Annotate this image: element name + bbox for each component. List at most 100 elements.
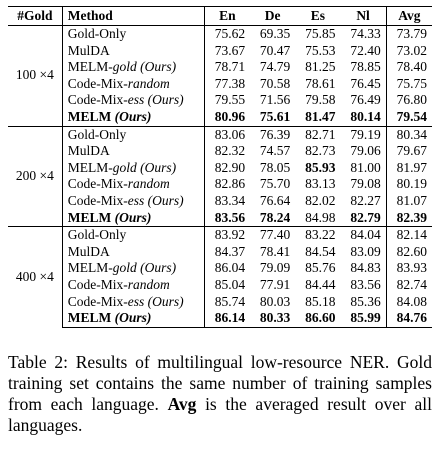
value-cell-nl: 79.08 (340, 176, 387, 193)
method-suffix: (Ours) (136, 260, 177, 276)
method-cell: Code-Mix-ess (Ours) (62, 192, 205, 210)
method-cell: MulDA (62, 42, 205, 60)
method-variant: gold (112, 59, 137, 75)
method-cell: MulDA (62, 143, 205, 160)
table-group: 400 ×4 Gold-Only 83.92 77.40 83.22 84.04 82.14… (8, 226, 432, 328)
value-cell-avg: 82.14 (386, 226, 432, 244)
value-cell-nl: 79.06 (340, 143, 387, 160)
table-row: Code-Mix-ess (Ours) 79.55 71.56 79.58 76.49 7… (8, 92, 432, 109)
method-variant: gold (112, 260, 137, 276)
value-cell-es: 85.93 (305, 159, 336, 175)
value-cell-es: 81.47 (305, 108, 336, 124)
method-name: Code-Mix- (67, 75, 128, 91)
value-cell-de: 74.79 (259, 59, 291, 75)
gold-count-cell: 200 ×4 (8, 125, 63, 227)
value-cell-de: 70.47 (259, 42, 291, 58)
table-row: MELM (Ours) 86.14 80.33 86.60 85.99 84.76 (8, 310, 432, 328)
method-name: MELM- (67, 59, 113, 75)
value-cell-avg: 82.74 (396, 276, 427, 292)
header-es: Es (295, 6, 341, 26)
method-cell: MELM (Ours) (62, 108, 205, 127)
caption-avg-term: Avg (167, 394, 197, 414)
value-cell-avg: 79.67 (396, 143, 427, 159)
value-cell-de: 78.41 (259, 243, 291, 259)
value-cell-es: 78.61 (305, 75, 336, 91)
method-cell: Code-Mix-random (62, 276, 205, 294)
value-cell-avg: 83.93 (396, 260, 427, 276)
value-cell-nl: 72.40 (340, 42, 387, 60)
value-cell-avg: 80.19 (396, 176, 427, 192)
method-name: Code-Mix- (67, 276, 128, 292)
value-cell-es: 82.71 (295, 125, 341, 144)
method-variant: ess (127, 192, 145, 208)
method-name: MulDA (67, 143, 110, 159)
value-cell-avg: 73.79 (396, 26, 427, 41)
method-suffix: (Ours) (136, 159, 177, 175)
table-group: 100 ×4 Gold-Only 75.62 69.35 75.85 74.33 73.79… (8, 25, 432, 127)
value-cell-avg: 82.60 (396, 243, 427, 259)
value-cell-avg: 73.02 (396, 42, 427, 58)
value-cell-nl: 80.14 (340, 108, 387, 127)
value-cell-en: 77.38 (214, 75, 246, 91)
table-row: Code-Mix-random 85.04 77.91 84.44 83.56 82.74 (8, 276, 432, 294)
table-row: MELM-gold (Ours) 86.04 79.09 85.76 84.83 83.9… (8, 260, 432, 277)
value-cell-de: 71.56 (259, 92, 291, 108)
value-cell-es: 84.98 (305, 209, 336, 225)
method-name: MELM (67, 310, 115, 326)
value-cell-de: 76.39 (250, 125, 296, 144)
table-row: Code-Mix-ess (Ours) 85.74 80.03 85.18 85.36 8… (8, 293, 432, 311)
method-variant: random (127, 75, 170, 91)
value-cell-de: 80.03 (259, 293, 291, 309)
value-cell-es: 84.54 (305, 243, 336, 259)
method-name: Code-Mix- (67, 192, 128, 208)
value-cell-es: 82.02 (305, 192, 336, 208)
value-cell-avg: 84.08 (396, 293, 427, 309)
value-cell-de: 74.57 (259, 143, 291, 159)
table-row: MulDA 82.32 74.57 82.73 79.06 79.67 (8, 143, 432, 160)
value-cell-nl: 82.27 (340, 192, 387, 210)
value-cell-es: 83.22 (295, 226, 341, 244)
value-cell-es: 84.44 (305, 276, 336, 292)
value-cell-es: 85.76 (305, 260, 336, 276)
value-cell-nl: 85.36 (340, 293, 387, 311)
value-cell-nl: 74.33 (340, 25, 387, 43)
value-cell-nl: 84.04 (340, 226, 387, 244)
method-name: Code-Mix- (67, 92, 128, 108)
value-cell-nl: 76.49 (340, 92, 387, 109)
value-cell-nl: 85.99 (340, 310, 387, 328)
table-row: MELM (Ours) 80.96 75.61 81.47 80.14 79.54 (8, 108, 432, 127)
table-row: MulDA 84.37 78.41 84.54 83.09 82.60 (8, 243, 432, 261)
value-cell-de: 75.70 (259, 176, 291, 192)
method-variant: random (127, 176, 170, 192)
table-row: 100 ×4 Gold-Only 75.62 69.35 75.85 74.33 73.79 (8, 25, 432, 127)
value-cell-es: 75.85 (305, 26, 336, 41)
method-name: Gold-Only (67, 227, 127, 243)
header-nl: Nl (340, 6, 387, 26)
header-avg: Avg (386, 6, 432, 26)
header-gold: #Gold (8, 6, 63, 26)
value-cell-en: 82.86 (214, 176, 246, 192)
value-cell-en: 83.56 (214, 209, 246, 225)
method-variant: (Ours) (114, 310, 152, 326)
value-cell-de: 75.61 (259, 108, 291, 124)
method-variant: random (127, 276, 170, 292)
method-name: MELM- (67, 159, 113, 175)
method-cell: MELM-gold (Ours) (62, 260, 205, 277)
value-cell-en: 79.55 (214, 92, 246, 108)
method-name: MulDA (67, 42, 110, 58)
value-cell-en: 78.71 (214, 59, 246, 75)
value-cell-de: 70.58 (259, 75, 291, 91)
value-cell-avg: 76.80 (396, 92, 427, 108)
caption-text: Table 2: Results of multilingual low-res… (8, 352, 432, 414)
method-cell: MELM-gold (Ours) (62, 159, 205, 177)
method-cell: MELM-gold (Ours) (62, 59, 205, 76)
value-cell-nl: 79.19 (340, 125, 387, 144)
table-header-row: #Gold Method En De Es Nl Avg (8, 6, 432, 26)
value-cell-en: 85.04 (214, 276, 246, 292)
value-cell-de: 78.05 (259, 159, 291, 175)
value-cell-nl: 81.00 (340, 159, 387, 177)
table-group: 200 ×4 Gold-Only 83.06 76.39 82.71 79.19 80.34… (8, 125, 432, 227)
value-cell-en: 73.67 (214, 42, 246, 58)
table-row: 400 ×4 Gold-Only 83.92 77.40 83.22 84.04 82.14 (8, 226, 432, 328)
value-cell-es: 81.25 (305, 59, 336, 75)
